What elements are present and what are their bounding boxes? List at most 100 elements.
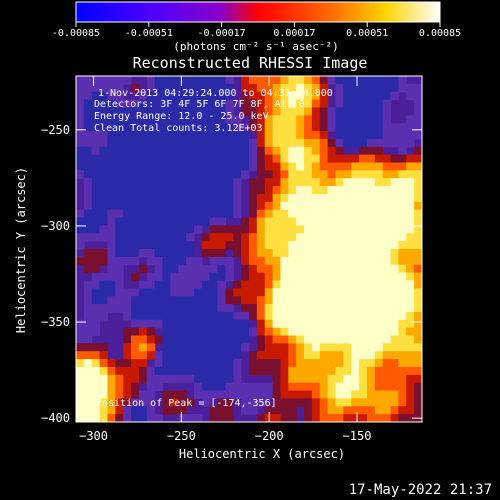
heatmap-cell	[351, 249, 360, 258]
heatmap-cell	[398, 359, 407, 368]
heatmap-cell	[107, 304, 116, 313]
heatmap-cell	[398, 131, 407, 140]
heatmap-cell	[390, 131, 400, 140]
heatmap-cell	[162, 83, 171, 93]
heatmap-cell	[91, 162, 101, 171]
heatmap-cell	[343, 241, 352, 250]
heatmap-cell	[138, 217, 148, 227]
heatmap-cell	[233, 359, 242, 368]
heatmap-cell	[131, 115, 140, 124]
heatmap-cell	[162, 398, 171, 407]
heatmap-cell	[311, 264, 321, 274]
heatmap-cell	[351, 193, 360, 203]
heatmap-cell	[201, 233, 211, 242]
heatmap-cell	[123, 398, 132, 407]
heatmap-cell	[382, 201, 392, 211]
heatmap-cell	[366, 225, 376, 234]
heatmap-cell	[406, 304, 415, 313]
heatmap-cell	[146, 390, 156, 400]
heatmap-cell	[359, 406, 368, 415]
heatmap-cell	[170, 76, 179, 85]
heatmap-cell	[351, 390, 360, 400]
heatmap-cell	[138, 201, 148, 211]
heatmap-cell	[193, 288, 203, 297]
heatmap-cell	[249, 351, 258, 360]
heatmap-cell	[249, 186, 258, 195]
heatmap-cell	[115, 390, 124, 400]
heatmap-cell	[343, 107, 352, 116]
heatmap-cell	[280, 343, 289, 352]
heatmap-cell	[280, 390, 289, 400]
heatmap-cell	[327, 374, 337, 384]
heatmap-cell	[366, 186, 376, 195]
heatmap-cell	[91, 249, 101, 258]
heatmap-cell	[414, 217, 422, 227]
heatmap-cell	[366, 414, 376, 422]
heatmap-cell	[335, 107, 344, 116]
heatmap-cell	[193, 304, 203, 313]
heatmap-cell	[327, 178, 337, 187]
heatmap-cell	[327, 154, 337, 164]
heatmap-cell	[241, 311, 250, 321]
heatmap-cell	[390, 366, 400, 376]
heatmap-cell	[170, 146, 179, 156]
heatmap-cell	[335, 233, 344, 242]
heatmap-cell	[382, 311, 392, 321]
heatmap-cell	[249, 201, 258, 211]
heatmap-cell	[233, 311, 242, 321]
heatmap-cell	[241, 288, 250, 297]
heatmap-cell	[178, 170, 187, 179]
heatmap-cell	[366, 76, 376, 85]
heatmap-cell	[138, 319, 148, 329]
heatmap-cell	[83, 351, 93, 360]
x-tick-label: −150	[343, 429, 372, 443]
heatmap-cell	[217, 272, 227, 282]
heatmap-cell	[343, 209, 352, 219]
heatmap-cell	[304, 304, 313, 313]
time-range-annotation: 1-Nov-2013 04:29:24.000 to 04:31:04.000	[98, 88, 333, 99]
heatmap-cell	[146, 304, 156, 313]
heatmap-cell	[288, 256, 297, 266]
heatmap-cell	[311, 256, 321, 266]
heatmap-cell	[311, 249, 321, 258]
heatmap-cell	[201, 366, 211, 376]
heatmap-cell	[217, 414, 227, 422]
heatmap-cell	[209, 83, 219, 93]
heatmap-cell	[382, 115, 392, 124]
heatmap-cell	[91, 91, 101, 101]
heatmap-cell	[201, 138, 211, 148]
heatmap-cell	[359, 146, 368, 156]
heatmap-cell	[390, 343, 400, 352]
heatmap-cell	[264, 91, 274, 101]
heatmap-cell	[91, 351, 101, 360]
heatmap-cell	[374, 107, 384, 116]
heatmap-cell	[115, 201, 124, 211]
heatmap-cell	[131, 131, 140, 140]
heatmap-cell	[414, 193, 422, 203]
heatmap-cell	[186, 327, 195, 337]
heatmap-cell	[280, 209, 289, 219]
heatmap-cell	[233, 154, 242, 164]
heatmap-cell	[154, 131, 164, 140]
heatmap-cell	[335, 193, 344, 203]
heatmap-cell	[343, 162, 352, 171]
heatmap-cell	[390, 170, 400, 179]
heatmap-cell	[83, 319, 93, 329]
heatmap-cell	[327, 170, 337, 179]
heatmap-cell	[186, 280, 195, 289]
heatmap-cell	[398, 170, 407, 179]
heatmap-cell	[123, 115, 132, 124]
heatmap-cell	[241, 264, 250, 274]
heatmap-cell	[146, 256, 156, 266]
heatmap-cell	[366, 99, 376, 109]
heatmap-cell	[99, 343, 109, 352]
heatmap-cell	[76, 319, 85, 329]
heatmap-cell	[359, 91, 368, 101]
heatmap-cell	[162, 170, 171, 179]
heatmap-cell	[249, 288, 258, 297]
heatmap-cell	[83, 91, 93, 101]
heatmap-cell	[83, 382, 93, 392]
heatmap-cell	[217, 390, 227, 400]
heatmap-cell	[359, 209, 368, 219]
heatmap-cell	[319, 390, 329, 400]
